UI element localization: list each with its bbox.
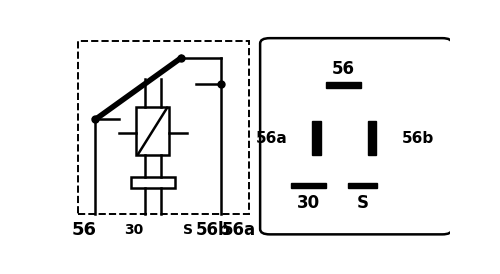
Bar — [78, 41, 248, 214]
Text: S: S — [357, 194, 369, 212]
Text: 56: 56 — [72, 221, 96, 239]
Bar — [348, 183, 378, 188]
Text: 56: 56 — [332, 60, 355, 78]
Text: 56b: 56b — [402, 131, 434, 146]
Text: 56a: 56a — [256, 131, 288, 146]
Bar — [368, 121, 376, 155]
Text: 30: 30 — [297, 194, 320, 212]
FancyBboxPatch shape — [260, 38, 452, 234]
Bar — [136, 107, 169, 155]
Bar — [312, 121, 321, 155]
Bar — [130, 177, 175, 188]
Text: 56a: 56a — [222, 221, 256, 239]
Text: 56b: 56b — [196, 221, 231, 239]
Bar — [291, 183, 326, 188]
Text: 30: 30 — [124, 223, 144, 237]
Text: S: S — [184, 223, 194, 237]
Bar — [326, 82, 361, 88]
